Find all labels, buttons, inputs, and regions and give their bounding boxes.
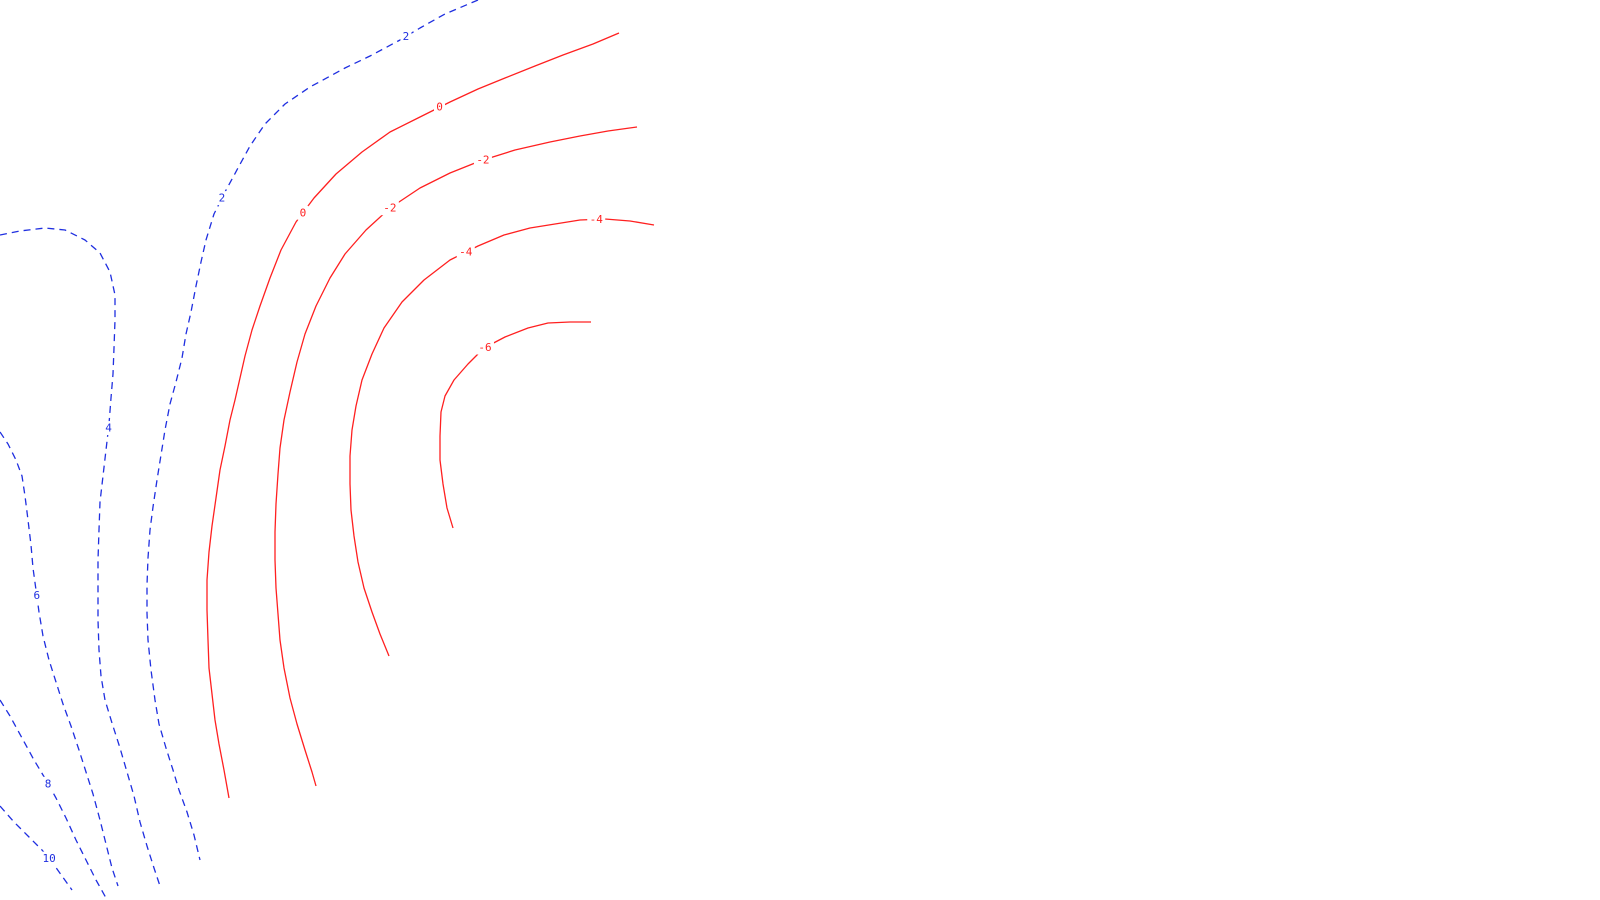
contour-label: 0: [436, 101, 443, 114]
contour-line-level-2: [146, 0, 479, 861]
contour-label-background: [434, 100, 446, 115]
contour-label-background: [42, 776, 54, 791]
contour-label: -6: [478, 341, 491, 354]
contour-label-background: [473, 153, 492, 168]
contour-line-level-10: [0, 805, 73, 891]
contour-labels: 2 2 4 6 8 10 0 0 -2 -2 -4 -4 -6: [31, 29, 606, 866]
contour-label-background: [297, 205, 309, 220]
contour-label: 2: [219, 192, 226, 205]
contour-label: -2: [476, 154, 489, 167]
contour-label-background: [400, 29, 412, 44]
contour-label-background: [475, 340, 494, 355]
contour-line-level-8: [0, 699, 107, 899]
contour-label: 4: [105, 422, 112, 435]
contour-label-background: [587, 212, 606, 227]
contour-line-level-neg6: [439, 321, 591, 529]
contour-label: 0: [300, 206, 307, 219]
contour-label-background: [103, 421, 115, 436]
contour-line-level-neg4: [349, 218, 655, 657]
contour-label: 6: [33, 589, 40, 602]
contour-label-background: [31, 588, 43, 603]
contour-line-level-6: [0, 431, 119, 887]
contour-label-background: [40, 851, 59, 866]
contour-label-background: [216, 191, 228, 206]
contour-label: -4: [590, 213, 604, 226]
contour-label: 10: [43, 852, 56, 865]
contour-label-background: [380, 201, 399, 216]
contour-line-level-0: [206, 32, 620, 799]
contour-label: -4: [459, 246, 473, 259]
contour-line-level-neg2: [274, 126, 638, 787]
contour-label: 8: [45, 777, 52, 790]
contour-label-background: [456, 245, 475, 260]
contour-lines: [0, 0, 655, 899]
contour-line-level-4: [0, 227, 161, 887]
contour-label: -2: [383, 202, 396, 215]
contour-label: 2: [403, 30, 410, 43]
